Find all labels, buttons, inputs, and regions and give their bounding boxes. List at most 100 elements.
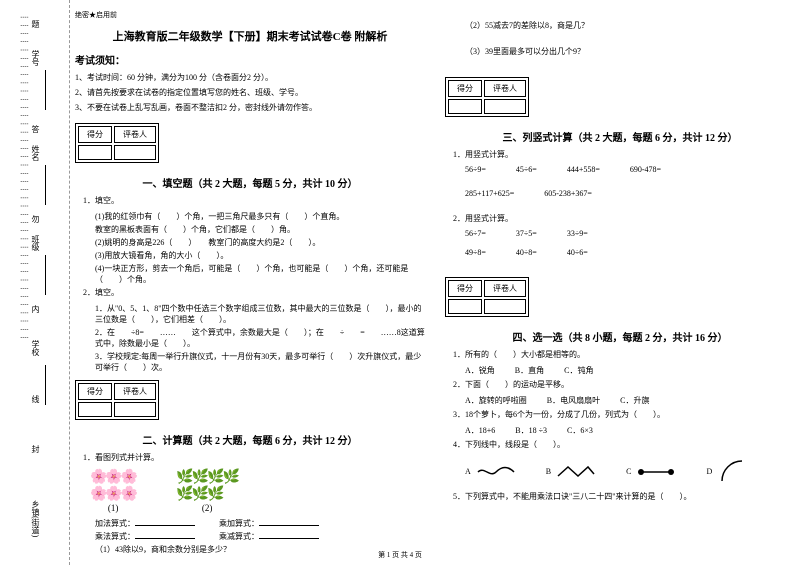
choice-q2-opts: A．旋转的呼啦圈 B．电风扇扇叶 C．升旗 xyxy=(445,395,795,406)
score-label: 得分 xyxy=(78,126,112,143)
vert1-row1: 56÷9= 45÷6= 444+558= 690-478= xyxy=(445,165,795,174)
v2-2: 37÷5= xyxy=(516,229,537,238)
main-content: 绝密★启用前 上海教育版二年级数学【下册】期末考试试卷C卷 附解析 考试须知： … xyxy=(75,10,795,557)
img-group-1: 🌸🌸🌸🌸🌸🌸 (1) xyxy=(90,469,136,513)
sidebar-ti: 题 xyxy=(30,20,41,28)
img-label-2: (2) xyxy=(202,503,213,513)
c2b: B．电风扇扇叶 xyxy=(547,395,600,406)
notice-2: 2、请首先按要求在试卷的指定位置填写您的姓名、班级、学号。 xyxy=(75,87,425,98)
sidebar-xingming: 姓名 xyxy=(30,145,41,161)
image-row: 🌸🌸🌸🌸🌸🌸 (1) 🌿🌿🌿🌿🌿🌿🌿 (2) xyxy=(75,469,425,513)
secret-label: 绝密★启用前 xyxy=(75,10,425,20)
score-label-2: 得分 xyxy=(78,383,112,400)
mul-label: 乘法算式： xyxy=(95,532,135,541)
score-label-3: 得分 xyxy=(448,80,482,97)
mul2-label: 乘加算式： xyxy=(219,519,259,528)
vert1-title: 1．用竖式计算。 xyxy=(445,149,795,161)
c1c: C．钝角 xyxy=(564,365,593,376)
shape-d: D xyxy=(706,456,747,486)
img-group-2: 🌿🌿🌿🌿🌿🌿🌿 (2) xyxy=(176,469,238,513)
score-box-3: 得分评卷人 xyxy=(445,77,529,117)
sidebar-wu: 勿 xyxy=(30,215,41,223)
v2-5: 40÷8= xyxy=(516,248,537,257)
c1b: B．直角 xyxy=(515,365,544,376)
sidebar-da: 答 xyxy=(30,125,41,133)
shape-c: C xyxy=(626,464,676,479)
v2-1: 56÷7= xyxy=(465,229,486,238)
score-box-4: 得分评卷人 xyxy=(445,277,529,317)
choice-q1: 1．所有的（ ）大小都是相等的。 xyxy=(445,349,795,361)
choice-q3-opts: A．18+6 B．18 ÷3 C．6×3 xyxy=(445,425,795,436)
notice-3: 3、不要在试卷上乱写乱画，卷面不整洁扣2 分，密封线外请勿作答。 xyxy=(75,102,425,113)
vert2-row1: 56÷7= 37÷5= 33÷9= xyxy=(445,229,795,238)
v1-5: 285+117+625= xyxy=(465,189,514,198)
shape-b: B xyxy=(546,464,596,479)
ld: D xyxy=(706,467,712,476)
choice-q1-opts: A．锐角 B．直角 C．钝角 xyxy=(445,365,795,376)
v1-4: 690-478= xyxy=(630,165,661,174)
la: A xyxy=(465,467,471,476)
c2a: A．旋转的呼啦圈 xyxy=(465,395,527,406)
v2-4: 49÷8= xyxy=(465,248,486,257)
q2-stem: 2．填空。 xyxy=(75,287,425,299)
c3a: A．18+6 xyxy=(465,425,495,436)
sidebar-xiangzhen: 乡镇(街道) xyxy=(30,500,41,537)
lb: B xyxy=(546,467,551,476)
q1-2: 教室的黑板表面有（ ）个角，它们都是（ ）角。 xyxy=(75,224,425,235)
q1-5: (4)一块正方形，剪去一个角后，可能是（ ）个角，也可能是（ ）个角，还可能是（… xyxy=(75,263,425,285)
exam-title: 上海教育版二年级数学【下册】期末考试试卷C卷 附解析 xyxy=(75,28,425,44)
v1-3: 444+558= xyxy=(567,165,600,174)
right-column: （2）55减去7的差除以8，商是几？ （3）39里面最多可以分出几个9？ 得分评… xyxy=(445,10,795,557)
q1-3: (2)姚明的身高是226（ ） 教室门的高度大约是2（ ）。 xyxy=(75,237,425,248)
v1-6: 605-238+367= xyxy=(544,189,592,198)
q1-stem: 1．填空。 xyxy=(75,195,425,207)
choice-q3: 3．18个萝卜，每6个为一份，分成了几份，列式为（ ）。 xyxy=(445,409,795,421)
c2c: C．升旗 xyxy=(620,395,649,406)
section-2-title: 二、计算题（共 2 大题，每题 6 分，共计 12 分） xyxy=(75,432,425,447)
sidebar-xuehao: 学号 xyxy=(30,50,41,66)
reviewer-label-2: 评卷人 xyxy=(114,383,156,400)
section-4-title: 四、选一选（共 8 小题，每题 2 分，共计 16 分） xyxy=(445,329,795,344)
flowers-2: 🌿🌿🌿🌿🌿🌿🌿 xyxy=(176,469,238,503)
q2-3: 3．学校规定:每周一举行升旗仪式，十一月份有30天，最多可举行（ ）次升旗仪式，… xyxy=(75,351,425,373)
notice-title: 考试须知： xyxy=(75,52,425,67)
choice-q2: 2．下面（ ）的运动是平移。 xyxy=(445,379,795,391)
add-label: 加法算式： xyxy=(95,519,135,528)
binding-sidebar: 题 学号 答 姓名 勿 班级 内 学校 线 封 乡镇(街道) ┊┊┊┊┊┊┊┊┊… xyxy=(0,0,70,565)
sidebar-xian: 线 xyxy=(30,395,41,403)
shape-a: A xyxy=(465,464,516,479)
page-footer: 第 1 页 共 4 页 xyxy=(0,550,800,560)
section-3-title: 三、列竖式计算（共 2 大题，每题 6 分，共计 12 分） xyxy=(445,129,795,144)
sidebar-xuexiao: 学校 xyxy=(30,340,41,356)
c1a: A．锐角 xyxy=(465,365,495,376)
formula-add: 加法算式： 乘加算式： xyxy=(75,518,425,529)
sidebar-line-3 xyxy=(45,255,46,295)
vert2-row2: 49÷8= 40÷8= 40÷6= xyxy=(445,248,795,257)
lc: C xyxy=(626,467,631,476)
q2-1: 1．从"0、5、1、8"四个数中任选三个数字组成三位数，其中最大的三位数是（ ）… xyxy=(75,303,425,325)
choice-q4: 4．下列线中，线段是（ ）。 xyxy=(445,439,795,451)
reviewer-label-4: 评卷人 xyxy=(484,280,526,297)
sidebar-line-1 xyxy=(45,70,46,110)
sidebar-nei: 内 xyxy=(30,305,41,313)
v2-3: 33÷9= xyxy=(567,229,588,238)
vert2-title: 2．用竖式计算。 xyxy=(445,213,795,225)
reviewer-label: 评卷人 xyxy=(114,126,156,143)
choice-q5: 5．下列算式中，不能用乘法口诀"三八二十四"来计算的是（ ）。 xyxy=(445,491,795,503)
q2-2: 2．在 ÷8= …… 这个算式中，余数最大是（ ）；在 ÷ = ……8这道算式中… xyxy=(75,327,425,349)
line-shapes-row: A B C D xyxy=(445,456,795,486)
section-1-title: 一、填空题（共 2 大题，每题 5 分，共计 10 分） xyxy=(75,175,425,190)
reviewer-label-3: 评卷人 xyxy=(484,80,526,97)
col2-q3: （3）39里面最多可以分出几个9？ xyxy=(445,46,795,57)
left-column: 绝密★启用前 上海教育版二年级数学【下册】期末考试试卷C卷 附解析 考试须知： … xyxy=(75,10,425,557)
c3c: C．6×3 xyxy=(567,425,593,436)
score-box-2: 得分评卷人 xyxy=(75,380,159,420)
img-label-1: (1) xyxy=(108,503,119,513)
sidebar-line-4 xyxy=(45,365,46,405)
sidebar-banji: 班级 xyxy=(30,235,41,251)
v2-6: 40÷6= xyxy=(567,248,588,257)
q1-4: (3)用放大镜看角，角的大小（ ）。 xyxy=(75,250,425,261)
calc1-title: 1．看图列式并计算。 xyxy=(75,452,425,464)
flowers-1: 🌸🌸🌸🌸🌸🌸 xyxy=(90,469,136,503)
sidebar-feng: 封 xyxy=(30,445,41,453)
